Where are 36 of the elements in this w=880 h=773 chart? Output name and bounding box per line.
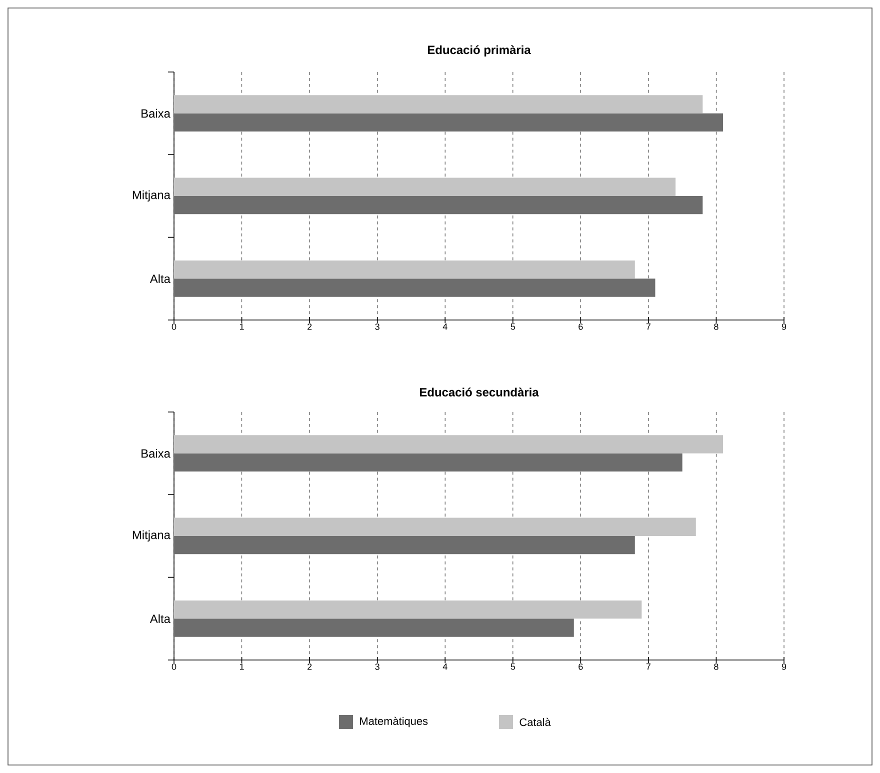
y-tick-label: Baixa xyxy=(142,448,170,458)
x-tick-label: 6 xyxy=(578,664,583,670)
x-tick-label: 6 xyxy=(578,324,583,330)
y-tick-label: Mitjana xyxy=(132,530,170,542)
x-tick-label: 0 xyxy=(172,664,176,670)
legend-label: Català xyxy=(520,718,551,726)
x-tick-label: 4 xyxy=(442,324,448,330)
bar xyxy=(174,618,574,637)
bar xyxy=(174,536,635,554)
x-tick-label: 2 xyxy=(308,664,312,670)
bar xyxy=(174,453,682,472)
bar xyxy=(174,435,724,454)
x-tick-label: 0 xyxy=(172,324,176,330)
y-tick-label: Mitjana xyxy=(132,190,170,202)
legend-label: Matemàtiques xyxy=(360,716,428,728)
x-tick-label: 7 xyxy=(646,664,650,670)
x-tick-label: 1 xyxy=(240,324,244,330)
x-tick-label: 3 xyxy=(375,324,380,330)
x-tick-label: 8 xyxy=(714,664,718,670)
x-tick-label: 7 xyxy=(646,324,650,330)
x-tick-label: 8 xyxy=(714,324,718,330)
x-tick-label: 3 xyxy=(375,664,380,670)
x-tick-label: 1 xyxy=(240,664,244,670)
chart-title: Educació primària xyxy=(428,45,531,56)
x-tick-label: 9 xyxy=(782,664,786,670)
x-tick-label: 4 xyxy=(442,664,448,670)
x-tick-label: 9 xyxy=(782,324,786,330)
x-tick-label: 2 xyxy=(308,324,312,330)
chart-title: Educació secundària xyxy=(420,388,539,396)
y-tick-label: Alta xyxy=(150,614,170,624)
y-tick-label: Baixa xyxy=(142,108,170,118)
y-tick-label: Alta xyxy=(150,274,170,284)
x-tick-label: 5 xyxy=(510,324,516,330)
bar xyxy=(174,518,696,536)
x-tick-label: 5 xyxy=(510,664,516,670)
bar xyxy=(174,600,642,619)
